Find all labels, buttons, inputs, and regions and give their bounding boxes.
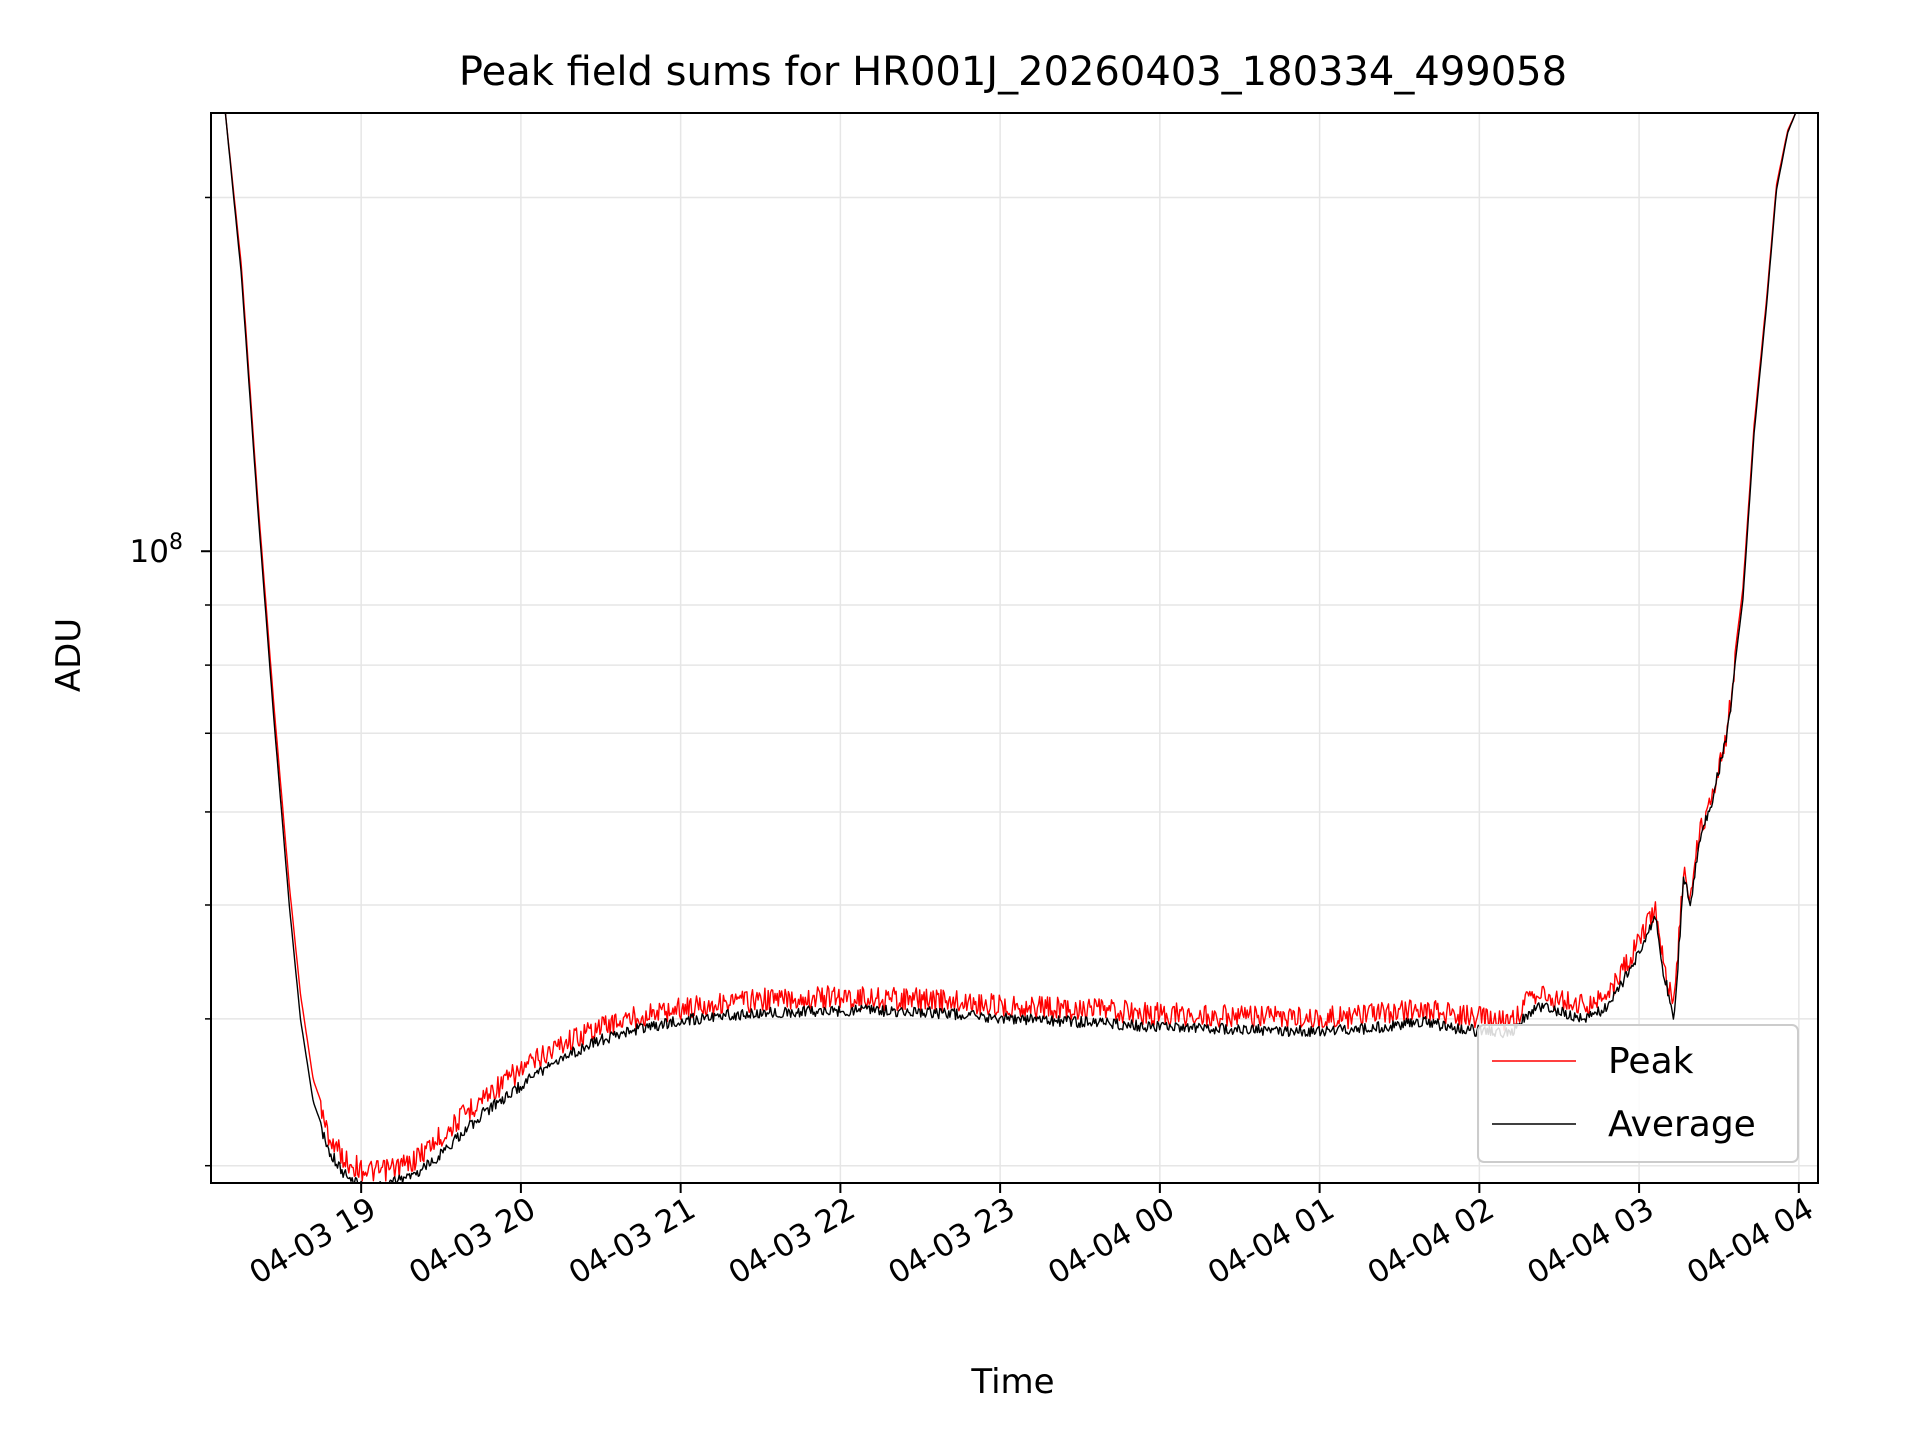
y-axis-label: ADU [49,618,89,692]
legend-box [1477,1024,1799,1163]
legend-label-peak: Peak [1608,1041,1694,1082]
chart-title: Peak field sums for HR001J_20260403_1803… [459,49,1567,95]
x-axis-label: Time [970,1362,1054,1402]
series-line-average [224,112,1797,1184]
legend-label-average: Average [1608,1104,1756,1145]
plot-frame [210,112,1819,1184]
series-layer [224,112,1797,1184]
grid [211,113,1818,1183]
legend: Peak Average [1477,1024,1799,1163]
